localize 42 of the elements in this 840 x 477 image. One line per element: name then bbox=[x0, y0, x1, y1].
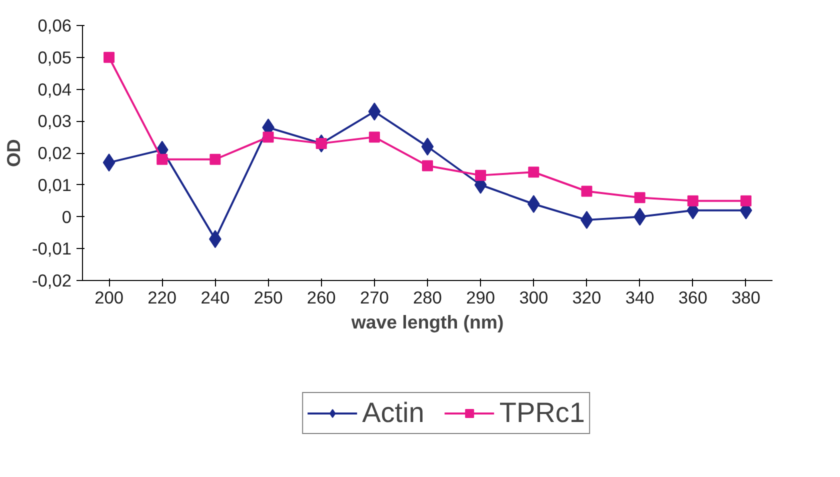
x-tick-label: 340 bbox=[625, 288, 654, 308]
point bbox=[581, 186, 592, 197]
legend-label: Actin bbox=[362, 396, 424, 428]
x-tick-label: 250 bbox=[254, 288, 283, 308]
point bbox=[421, 138, 434, 156]
point bbox=[527, 195, 540, 213]
x-tick-label: 380 bbox=[732, 288, 760, 308]
x-axis-title: wave length (nm) bbox=[350, 312, 504, 332]
x-tick-label: 260 bbox=[306, 288, 336, 308]
x-tick-label: 240 bbox=[200, 288, 230, 308]
y-axis-title: OD bbox=[3, 139, 24, 167]
point bbox=[422, 160, 433, 172]
point bbox=[156, 154, 168, 165]
point bbox=[262, 132, 274, 143]
y-tick-label: 0,01 bbox=[38, 174, 72, 195]
x-tick-label: 360 bbox=[678, 288, 708, 308]
point bbox=[104, 52, 115, 63]
x-tick-label: 300 bbox=[519, 288, 548, 308]
point bbox=[740, 195, 752, 206]
point bbox=[634, 192, 646, 204]
y-tick-label: 0,03 bbox=[38, 111, 72, 132]
x-tick-label: 270 bbox=[360, 288, 389, 308]
x-tick-label: 200 bbox=[94, 288, 124, 308]
x-tick-label: 290 bbox=[466, 288, 496, 308]
y-tick-label: 0 bbox=[62, 206, 72, 227]
legend-label: TPRc1 bbox=[499, 396, 585, 428]
x-tick-label: 280 bbox=[413, 288, 442, 308]
point bbox=[687, 195, 698, 206]
point bbox=[475, 170, 486, 181]
point bbox=[102, 154, 116, 172]
y-tick-label: 0,02 bbox=[38, 143, 72, 163]
y-tick-label: -0,01 bbox=[32, 238, 72, 259]
point bbox=[210, 154, 221, 165]
y-tick-label: 0,06 bbox=[38, 16, 72, 36]
point bbox=[368, 102, 381, 121]
x-tick-label: 320 bbox=[572, 288, 602, 308]
point bbox=[368, 132, 380, 143]
y-tick-label: 0,04 bbox=[38, 79, 72, 100]
point bbox=[528, 166, 540, 178]
y-tick-label: -0,02 bbox=[32, 270, 72, 290]
y-tick-label: 0,05 bbox=[38, 47, 72, 68]
x-tick-label: 220 bbox=[148, 288, 177, 308]
